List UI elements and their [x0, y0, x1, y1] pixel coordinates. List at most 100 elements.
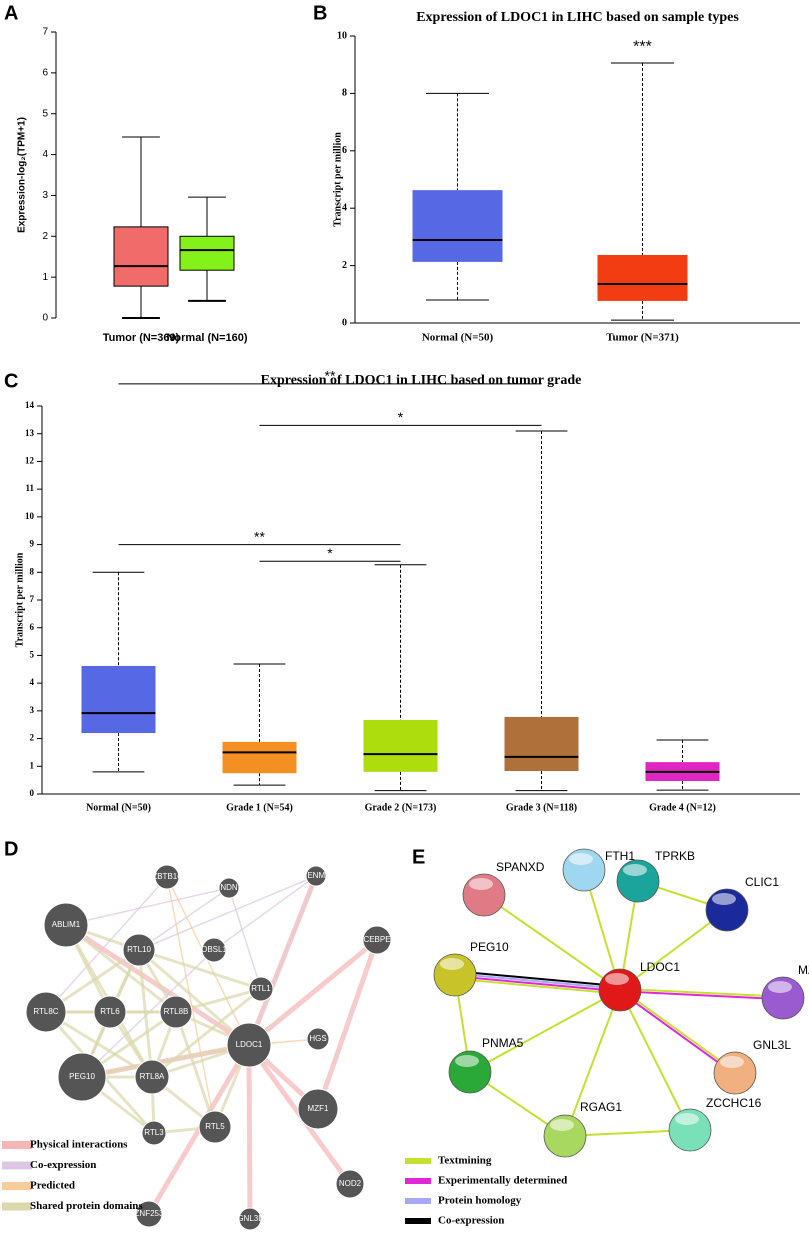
node-highlight [440, 958, 464, 970]
edge [138, 887, 230, 951]
node-label: TENM4 [302, 871, 330, 880]
bracket-label: ** [325, 368, 336, 384]
edge [81, 1043, 250, 1079]
node-label: RTL8C [33, 1007, 58, 1016]
y-tick-label: 11 [25, 483, 34, 493]
y-tick-label: 13 [25, 428, 35, 438]
annotation: *** [633, 39, 652, 56]
edge [315, 939, 380, 1110]
edge [619, 990, 783, 1001]
node-highlight [768, 981, 792, 993]
node-label: PEG10 [470, 940, 509, 954]
legend-swatch [2, 1202, 32, 1211]
node [362, 925, 392, 955]
x-tick-label: Tumor (N=371) [606, 332, 679, 344]
y-tick-label: 6 [342, 145, 347, 156]
legend-swatch [2, 1141, 32, 1149]
edge [454, 977, 620, 995]
node-highlight [550, 1119, 574, 1131]
node-label: LDOC1 [640, 960, 680, 974]
node-label: RGAG1 [580, 1100, 622, 1114]
node-label: HGS [309, 1034, 326, 1043]
legend-swatch [405, 1198, 431, 1204]
node-label: ABLIM1 [52, 920, 81, 929]
node-label: NDN [220, 883, 238, 892]
edge [213, 875, 317, 951]
panel-label: E [412, 846, 425, 868]
node-label: PNMA5 [482, 1036, 524, 1050]
edge [65, 923, 177, 1014]
legend-label: Protein homology [438, 1195, 522, 1207]
edge [65, 887, 230, 926]
y-tick-label: 3 [30, 705, 35, 715]
node [135, 1200, 163, 1228]
node [297, 1088, 339, 1130]
y-tick-label: 14 [25, 400, 35, 410]
legend-label: Co-expression [438, 1215, 504, 1227]
node-label: MZF1 [798, 963, 809, 977]
node-label: ZBTB16 [152, 872, 182, 881]
node [25, 991, 67, 1033]
y-tick-label: 3 [42, 190, 48, 201]
node-label: RTL1 [251, 984, 271, 993]
node [226, 1022, 272, 1068]
node-label: RTL3 [144, 1128, 164, 1137]
node-label: CEBPE [363, 935, 390, 944]
node-label: CLIC1 [745, 875, 779, 889]
node-label: ZCCHC16 [706, 1096, 762, 1110]
legend-swatch [2, 1182, 32, 1190]
x-tick-label: Tumor (N=369) [103, 332, 180, 344]
bracket-label: * [398, 409, 404, 425]
edge [455, 970, 621, 988]
node-label: RTL6 [100, 1007, 120, 1016]
box [504, 716, 579, 771]
node-label: GNL3L [753, 1038, 791, 1052]
node-highlight [455, 1055, 479, 1067]
y-axis-label: Transcript per million [332, 132, 343, 227]
edge [564, 989, 621, 1137]
node [159, 995, 193, 1029]
node-highlight [720, 1056, 744, 1068]
edge [620, 988, 737, 1073]
bracket-label: * [327, 545, 333, 561]
node [134, 1059, 170, 1095]
edge [483, 894, 621, 991]
x-tick-label: Grade 3 (N=118) [506, 802, 577, 813]
edge [45, 876, 168, 1013]
panel-label: A [4, 2, 18, 24]
node-label: TPRKB [655, 849, 695, 863]
node [43, 902, 89, 948]
legend-label: Physical interactions [30, 1139, 128, 1151]
y-tick-label: 0 [42, 313, 48, 324]
node-label: GNL3L [237, 1214, 263, 1223]
y-tick-label: 1 [30, 760, 35, 770]
node-label: OBSL1 [201, 945, 227, 954]
x-tick-label: Normal (N=50) [422, 332, 494, 344]
y-tick-label: 0 [342, 317, 347, 328]
y-tick-label: 1 [42, 272, 48, 283]
edge [618, 990, 735, 1075]
box [179, 235, 235, 271]
node-label: MZF1 [308, 1104, 329, 1113]
edge [246, 1044, 253, 1220]
node-label: NOD2 [339, 1179, 362, 1188]
legend-label: Shared protein domains [30, 1200, 143, 1212]
y-tick-label: 9 [30, 539, 35, 549]
edge [228, 887, 262, 990]
node-label: RTL10 [127, 945, 151, 954]
y-tick-label: 4 [342, 202, 347, 213]
y-tick-label: 2 [42, 231, 48, 242]
edge [174, 1011, 217, 1128]
x-tick-label: Grade 2 (N=173) [365, 802, 437, 813]
node [141, 1120, 167, 1146]
chart-title: Expression of LDOC1 in LIHC based on sam… [416, 10, 739, 25]
edge [620, 987, 784, 998]
node [93, 995, 127, 1029]
edge [469, 989, 621, 1073]
node [154, 864, 180, 890]
node [218, 877, 240, 899]
box [222, 741, 297, 774]
y-tick-label: 7 [30, 594, 35, 604]
panel-label: B [313, 2, 327, 24]
x-tick-label: Grade 1 (N=54) [226, 802, 293, 813]
